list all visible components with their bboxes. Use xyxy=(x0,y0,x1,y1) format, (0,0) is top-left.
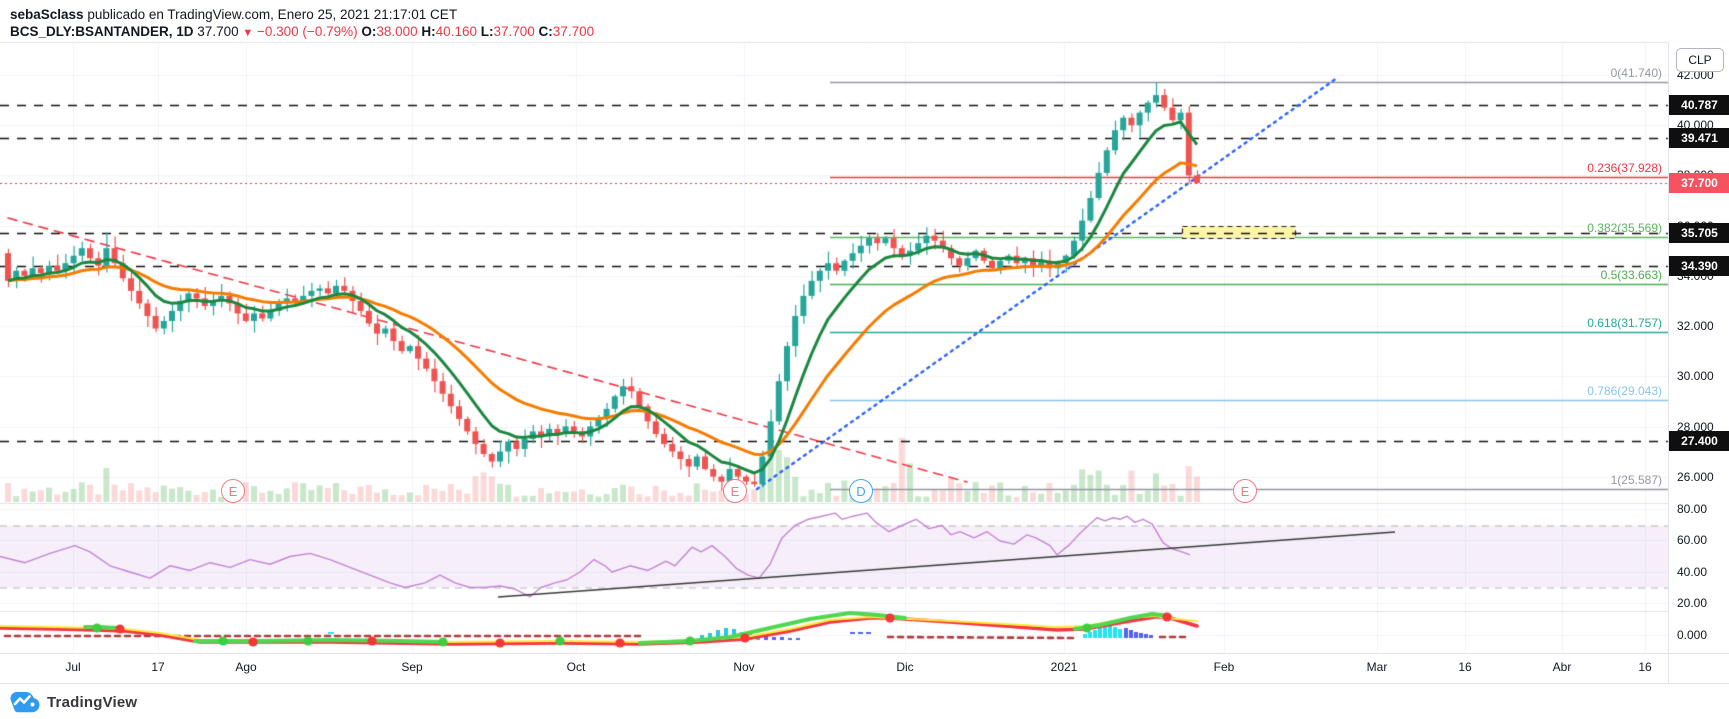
price-axis-tick: 30.000 xyxy=(1677,369,1714,383)
time-axis-bottom-separator xyxy=(0,683,1729,684)
time-axis-label[interactable]: Abr xyxy=(1552,660,1572,674)
fib-level-label: 0.618(31.757) xyxy=(1587,316,1662,330)
fib-level-label: 0(41.740) xyxy=(1610,66,1662,80)
close-value: 37.700 xyxy=(552,24,595,39)
earnings-marker[interactable]: E xyxy=(723,479,747,503)
close-label: C: xyxy=(538,24,553,39)
time-axis-label[interactable]: Feb xyxy=(1213,660,1235,674)
price-axis-tick: 26.000 xyxy=(1677,470,1714,484)
low-value: 37.700 xyxy=(493,24,535,39)
price-level-tag: 34.390 xyxy=(1669,256,1729,276)
price-axis-tick: 60.00 xyxy=(1677,533,1708,547)
price-level-tag: 35.705 xyxy=(1669,223,1729,243)
time-axis-top-separator xyxy=(0,653,1729,654)
time-axis-label[interactable]: Dic xyxy=(896,660,914,674)
publish-line: sebaSclass publicado en TradingView.com,… xyxy=(10,6,457,23)
price-change: −0.300 (−0.79%) xyxy=(257,24,358,39)
symbol-line: BCS_DLY:BSANTANDER, 1D 37.700 ▼ −0.300 (… xyxy=(10,23,594,42)
time-axis-label[interactable]: Jul xyxy=(65,660,81,674)
publish-info: publicado en TradingView.com, Enero 25, … xyxy=(83,7,458,22)
last-price: 37.700 xyxy=(197,24,239,39)
symbol-title: BCS_DLY:BSANTANDER, 1D xyxy=(10,24,194,39)
price-axis[interactable]: 42.00040.00038.00036.00034.00032.00030.0… xyxy=(1668,42,1729,683)
time-axis-label[interactable]: Oct xyxy=(566,660,586,674)
time-axis-label[interactable]: 16 xyxy=(1458,660,1472,674)
tradingview-logo-icon xyxy=(10,692,40,713)
time-axis-label[interactable]: Sep xyxy=(401,660,423,674)
price-level-tag: 27.400 xyxy=(1669,431,1729,451)
price-level-tag: 39.471 xyxy=(1669,128,1729,148)
price-axis-tick: 20.00 xyxy=(1677,596,1708,610)
low-label: L: xyxy=(480,24,494,39)
currency-button[interactable]: CLP xyxy=(1676,48,1724,72)
price-axis-tick: 40.00 xyxy=(1677,565,1708,579)
high-value: 40.160 xyxy=(435,24,477,39)
dividend-marker[interactable]: D xyxy=(849,479,873,503)
time-axis-label[interactable]: Ago xyxy=(235,660,257,674)
time-axis-label[interactable]: 16 xyxy=(1638,660,1652,674)
price-axis-tick: 32.000 xyxy=(1677,319,1714,333)
tradingview-brand-text: TradingView xyxy=(47,693,138,711)
fib-level-label: 0.236(37.928) xyxy=(1587,161,1662,175)
down-arrow-icon: ▼ xyxy=(242,27,254,39)
tradingview-footer[interactable]: TradingView xyxy=(10,691,137,713)
earnings-marker[interactable]: E xyxy=(221,479,245,503)
price-level-tag: 37.700 xyxy=(1669,173,1729,193)
price-axis-tick: 80.00 xyxy=(1677,502,1708,516)
time-axis-label[interactable]: Mar xyxy=(1366,660,1388,674)
price-level-tag: 40.787 xyxy=(1669,95,1729,115)
time-axis-label[interactable]: 17 xyxy=(151,660,165,674)
fib-level-label: 1(25.587) xyxy=(1610,473,1662,487)
fib-level-label: 0.382(35.569) xyxy=(1587,221,1662,235)
time-axis-label[interactable]: Nov xyxy=(733,660,755,674)
username: sebaSclass xyxy=(10,7,84,22)
open-label: O: xyxy=(361,24,377,39)
earnings-marker[interactable]: E xyxy=(1233,479,1257,503)
price-axis-tick: 28.000 xyxy=(1677,420,1714,434)
open-value: 38.000 xyxy=(376,24,418,39)
time-axis-label[interactable]: 2021 xyxy=(1050,660,1078,674)
fib-level-label: 0.5(33.663) xyxy=(1600,268,1662,282)
high-label: H: xyxy=(421,24,436,39)
price-axis-tick: 0.000 xyxy=(1677,628,1708,642)
fib-level-label: 0.786(29.043) xyxy=(1587,384,1662,398)
